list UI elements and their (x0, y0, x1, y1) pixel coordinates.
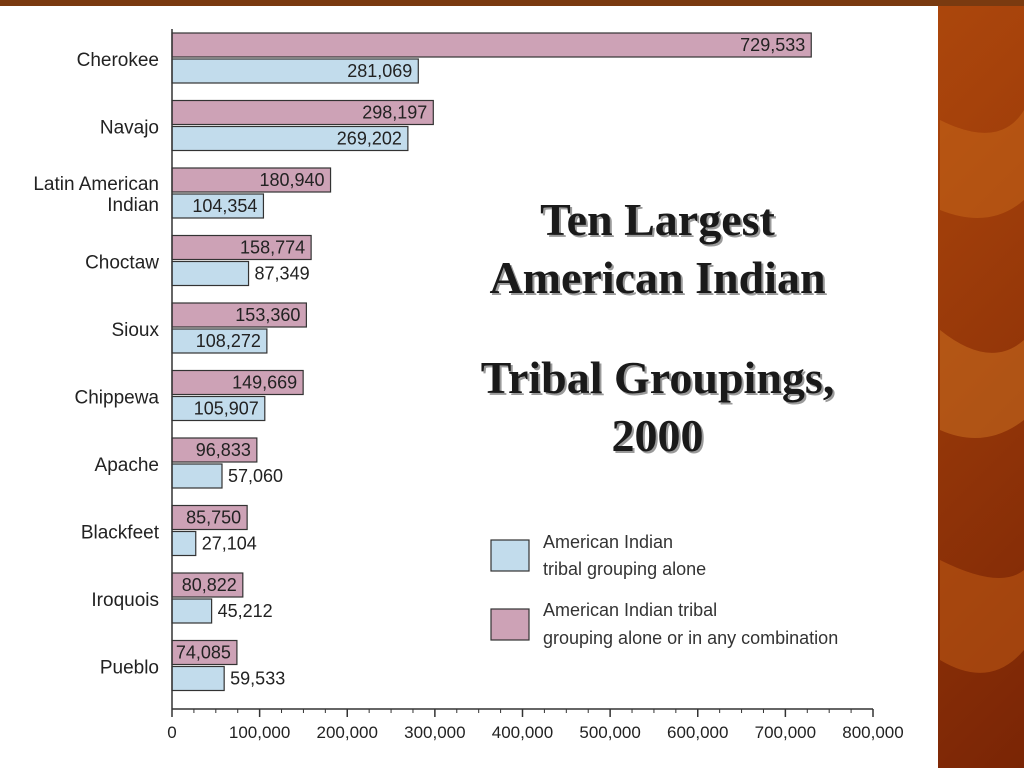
bar-combination-2 (171, 167, 332, 193)
bar-alone-3 (171, 260, 250, 287)
value-label-alone-1: 269,202 (337, 129, 402, 149)
value-label-combination-1: 298,197 (362, 103, 427, 123)
bar-alone-2 (171, 193, 265, 219)
legend-swatch-alone (490, 539, 530, 572)
value-label-combination-7: 85,750 (186, 508, 241, 528)
category-label-9: Pueblo (100, 658, 159, 679)
category-label-3: Choctaw (85, 253, 159, 274)
x-tick-label-8: 800,000 (842, 723, 903, 742)
value-label-alone-7: 27,104 (202, 534, 257, 554)
bar-alone-1 (171, 125, 409, 152)
bar-combination-3 (171, 234, 312, 261)
title-line-3: Tribal Groupings, (480, 352, 835, 403)
value-label-combination-6: 96,833 (196, 440, 251, 460)
legend-swatch-combination (490, 608, 530, 641)
x-tick-label-6: 600,000 (667, 723, 728, 742)
chart-title: Ten Largest American Indian Tribal Group… (400, 191, 915, 465)
top-border-strip (0, 0, 1024, 6)
value-label-combination-5: 149,669 (232, 373, 297, 393)
title-line-1: Ten Largest (540, 194, 775, 245)
value-label-alone-5: 105,907 (194, 399, 259, 419)
bar-alone-8 (171, 598, 213, 624)
bar-combination-8 (171, 572, 244, 598)
title-line-4: 2000 (611, 410, 704, 461)
x-tick-label-2: 200,000 (317, 723, 378, 742)
legend-label-combination-line-1: grouping alone or in any combination (543, 628, 838, 648)
bar-alone-6 (171, 463, 223, 489)
value-label-alone-2: 104,354 (192, 196, 257, 216)
value-label-combination-8: 80,822 (182, 575, 237, 595)
x-tick-label-1: 100,000 (229, 723, 290, 742)
bar-alone-7 (171, 530, 197, 557)
value-label-combination-0: 729,533 (740, 35, 805, 55)
bar-combination-5 (171, 369, 304, 396)
x-tick-label-5: 500,000 (579, 723, 640, 742)
category-label-6: Apache (95, 455, 159, 476)
value-label-alone-4: 108,272 (196, 331, 261, 351)
category-label-0: Cherokee (77, 50, 159, 71)
value-label-combination-3: 158,774 (240, 238, 305, 258)
legend-label-alone-line-1: tribal grouping alone (543, 559, 706, 579)
value-label-alone-9: 59,533 (230, 669, 285, 689)
value-label-combination-4: 153,360 (235, 305, 300, 325)
bar-alone-0 (171, 58, 419, 84)
x-tick-label-0: 0 (167, 723, 176, 742)
category-label-1: Navajo (100, 118, 159, 139)
bars-layer: 729,533 281,069 Cherokee 298,197 269,202 Nava… (33, 29, 812, 709)
bar-chart: 729,533 281,069 Cherokee 298,197 269,202 Nava… (33, 29, 904, 742)
legend: American Indian tribal grouping alone Amer… (490, 532, 838, 648)
value-label-combination-2: 180,940 (259, 170, 324, 190)
category-label-2-line-0: Latin American (33, 174, 159, 195)
bar-combination-0 (171, 32, 812, 58)
title-line-2: American Indian (489, 252, 826, 303)
value-label-combination-9: 74,085 (176, 643, 231, 663)
x-tick-label-3: 300,000 (404, 723, 465, 742)
bar-alone-4 (171, 328, 268, 354)
bar-combination-9 (171, 639, 238, 666)
category-label-8: Iroquois (91, 590, 159, 611)
bar-combination-1 (171, 99, 434, 126)
legend-label-alone-line-0: American Indian (543, 532, 673, 552)
value-label-alone-8: 45,212 (218, 601, 273, 621)
bar-combination-7 (171, 504, 248, 531)
x-axis: 0 100,000 200,000 300,000 400,000 500,000 600,… (167, 708, 904, 742)
bar-alone-9 (171, 665, 225, 692)
category-label-2-line-1: Indian (107, 195, 159, 216)
chart-panel: 729,533 281,069 Cherokee 298,197 269,202 Nava… (0, 6, 938, 768)
category-label-4: Sioux (111, 320, 159, 341)
x-tick-label-4: 400,000 (492, 723, 553, 742)
x-tick-label-7: 700,000 (755, 723, 816, 742)
bar-alone-5 (171, 395, 266, 422)
category-label-7: Blackfeet (81, 523, 160, 544)
value-label-alone-3: 87,349 (255, 264, 310, 284)
value-label-alone-0: 281,069 (347, 61, 412, 81)
legend-label-combination-line-0: American Indian tribal (543, 600, 717, 620)
category-label-5: Chippewa (75, 388, 160, 409)
value-label-alone-6: 57,060 (228, 466, 283, 486)
